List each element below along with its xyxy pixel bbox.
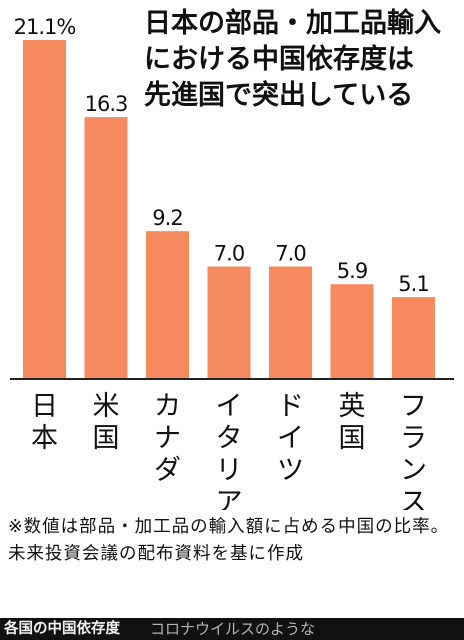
chart-title-line-2: における中国依存度は — [144, 44, 414, 75]
data-label: 7.0 — [214, 242, 244, 266]
category-label: ドイツ — [277, 391, 304, 486]
bar — [23, 40, 66, 379]
overlay-text: コロナウイルスのような — [150, 620, 316, 638]
chart-title-line-1: 日本の部品・加工品輸入 — [144, 8, 441, 39]
category-label: カナダ — [154, 391, 181, 486]
data-label: 5.1 — [398, 272, 428, 296]
category-label: 米国 — [93, 391, 120, 454]
category-label: イタリア — [216, 391, 243, 510]
bar — [330, 284, 374, 379]
caption-bar: 各国の中国依存度 コロナウイルスのような — [0, 618, 464, 640]
bar — [84, 117, 128, 380]
data-label: 5.9 — [337, 259, 367, 283]
caption-text: 各国の中国依存度 — [4, 621, 120, 637]
bar — [392, 297, 435, 379]
category-label: 日本 — [31, 391, 58, 454]
chart-title-line-3: 先進国で突出している — [144, 80, 414, 111]
data-label: 7.0 — [275, 242, 305, 266]
bar-chart: 21.1% 日本 16.3 米国 9.2 カナダ 7.0 イタリア 7.0 ドイツ 5.9 英国 5.1… — [10, 15, 454, 510]
data-label: 16.3 — [85, 92, 128, 116]
bar — [207, 266, 251, 379]
bar — [269, 266, 312, 379]
data-label: 21.1% — [14, 15, 76, 39]
source-note: ※数値は部品・加工品の輸入額に占める中国の比率。未来投資会議の配布資料を基に作成 — [8, 517, 450, 564]
category-label: フランス — [400, 391, 427, 510]
category-label: 英国 — [339, 391, 366, 454]
data-label: 9.2 — [152, 206, 182, 230]
bar — [146, 231, 189, 379]
